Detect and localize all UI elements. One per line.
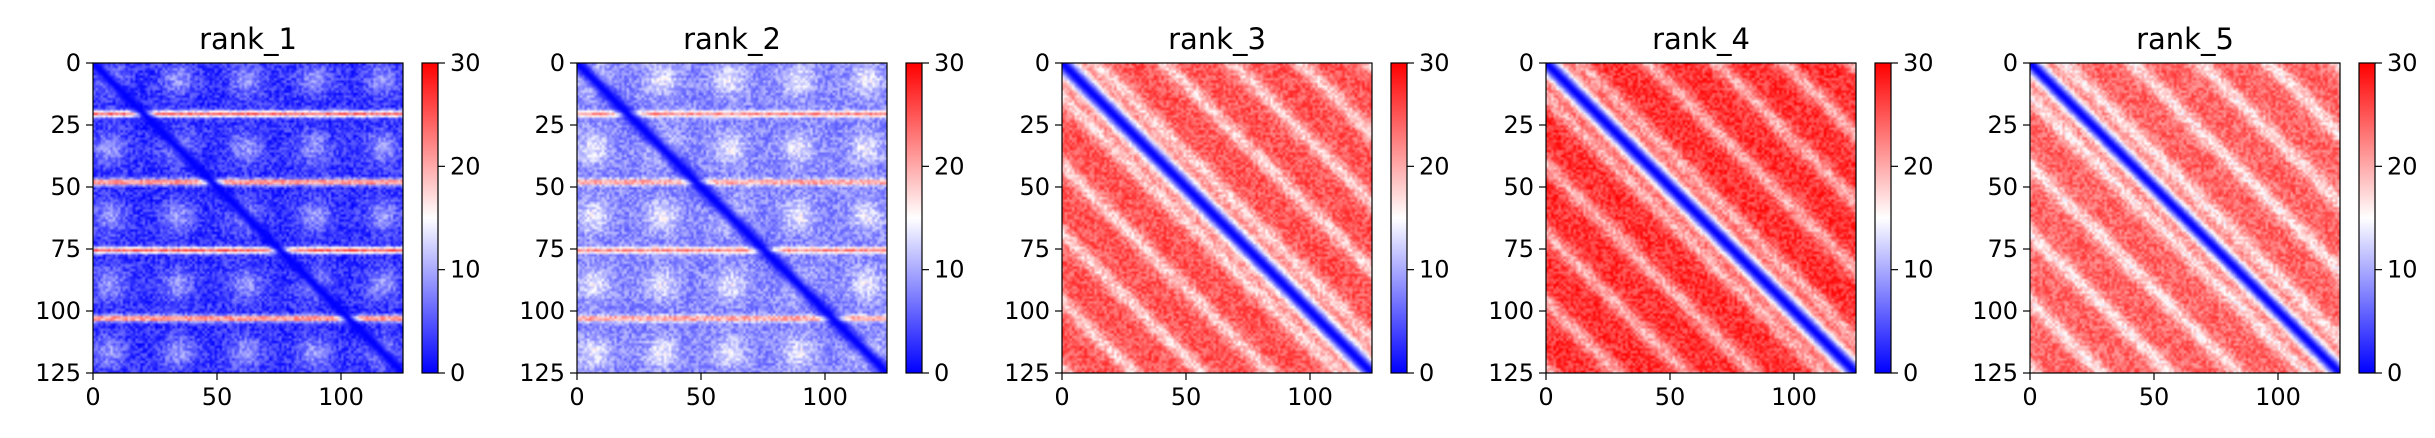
colorbar — [1875, 63, 1891, 373]
colorbar-tick-label: 20 — [934, 152, 965, 180]
x-tick-label: 0 — [569, 383, 584, 411]
y-tick-label: 100 — [519, 297, 565, 325]
y-tick-label: 100 — [35, 297, 81, 325]
y-tick-label: 125 — [35, 359, 81, 387]
x-tick-label: 100 — [318, 383, 364, 411]
colorbar-tick-label: 30 — [1903, 49, 1934, 77]
y-tick-label: 75 — [1503, 235, 1534, 263]
y-tick-label: 100 — [1488, 297, 1534, 325]
heatmap-image — [1062, 63, 1372, 373]
y-tick-label: 25 — [1019, 111, 1050, 139]
y-tick-label: 125 — [1488, 359, 1534, 387]
y-tick-label: 75 — [1987, 235, 2018, 263]
y-tick-label: 25 — [1987, 111, 2018, 139]
y-tick-label: 25 — [1503, 111, 1534, 139]
panel-title: rank_4 — [1652, 22, 1750, 56]
colorbar — [1391, 63, 1407, 373]
x-tick-label: 100 — [802, 383, 848, 411]
y-tick-label: 0 — [2003, 49, 2018, 77]
y-tick-label: 75 — [1019, 235, 1050, 263]
y-tick-label: 0 — [550, 49, 565, 77]
colorbar-tick-label: 10 — [1903, 256, 1934, 284]
panel-title: rank_2 — [683, 22, 781, 56]
y-tick-label: 125 — [1972, 359, 2018, 387]
colorbar-tick-label: 10 — [934, 256, 965, 284]
y-tick-label: 0 — [1519, 49, 1534, 77]
colorbar — [422, 63, 438, 373]
colorbar-tick-label: 30 — [450, 49, 481, 77]
colorbar-tick-label: 20 — [450, 152, 481, 180]
x-tick-label: 50 — [1171, 383, 1202, 411]
colorbar-tick-label: 10 — [2387, 256, 2418, 284]
panel-title: rank_1 — [199, 22, 297, 56]
colorbar-tick-label: 20 — [1419, 152, 1450, 180]
x-tick-label: 50 — [202, 383, 233, 411]
x-tick-label: 0 — [85, 383, 100, 411]
heatmap-image — [93, 63, 403, 373]
colorbar — [2359, 63, 2375, 373]
x-tick-label: 50 — [2139, 383, 2170, 411]
y-tick-label: 0 — [66, 49, 81, 77]
colorbar-tick-label: 20 — [2387, 152, 2418, 180]
x-tick-label: 100 — [1771, 383, 1817, 411]
colorbar-tick-label: 20 — [1903, 152, 1934, 180]
x-tick-label: 100 — [1287, 383, 1333, 411]
colorbar-tick-label: 0 — [934, 359, 949, 387]
y-tick-label: 75 — [534, 235, 565, 263]
y-tick-label: 50 — [1019, 173, 1050, 201]
x-tick-label: 0 — [1538, 383, 1553, 411]
colorbar-tick-label: 30 — [2387, 49, 2418, 77]
heatmap-image — [1546, 63, 1856, 373]
y-tick-label: 100 — [1004, 297, 1050, 325]
y-tick-label: 50 — [534, 173, 565, 201]
heatmap-image — [2030, 63, 2340, 373]
x-tick-label: 0 — [1054, 383, 1069, 411]
colorbar-tick-label: 0 — [1903, 359, 1918, 387]
y-tick-label: 25 — [534, 111, 565, 139]
colorbar-tick-label: 30 — [934, 49, 965, 77]
y-tick-label: 125 — [519, 359, 565, 387]
colorbar-tick-label: 0 — [1419, 359, 1434, 387]
y-tick-label: 50 — [50, 173, 81, 201]
y-tick-label: 25 — [50, 111, 81, 139]
y-tick-label: 125 — [1004, 359, 1050, 387]
y-tick-label: 0 — [1035, 49, 1050, 77]
y-tick-label: 50 — [1503, 173, 1534, 201]
colorbar-tick-label: 10 — [450, 256, 481, 284]
x-tick-label: 0 — [2022, 383, 2037, 411]
colorbar-tick-label: 10 — [1419, 256, 1450, 284]
colorbar-tick-label: 30 — [1419, 49, 1450, 77]
y-tick-label: 75 — [50, 235, 81, 263]
heatmap-image — [577, 63, 887, 373]
colorbar-tick-label: 0 — [2387, 359, 2402, 387]
x-tick-label: 100 — [2255, 383, 2301, 411]
colorbar — [906, 63, 922, 373]
y-tick-label: 50 — [1987, 173, 2018, 201]
panel-title: rank_3 — [1168, 22, 1266, 56]
panel-title: rank_5 — [2136, 22, 2234, 56]
colorbar-tick-label: 0 — [450, 359, 465, 387]
x-tick-label: 50 — [686, 383, 717, 411]
x-tick-label: 50 — [1655, 383, 1686, 411]
y-tick-label: 100 — [1972, 297, 2018, 325]
